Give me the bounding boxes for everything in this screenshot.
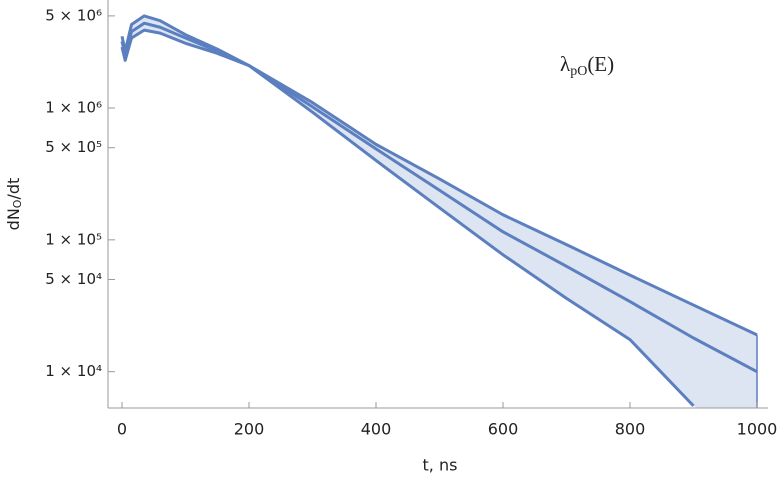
annotation-main: λ: [560, 52, 571, 76]
y-label-tail: /dt: [4, 178, 23, 200]
x-tick-label: 200: [234, 420, 265, 439]
y-label-sub: O: [11, 199, 24, 208]
y-tick-label: 1 × 10⁴: [45, 362, 102, 380]
x-tick-label: 1000: [737, 420, 778, 439]
x-tick-label: 600: [488, 420, 519, 439]
series-line: [120, 28, 758, 337]
y-tick-label: 1 × 10⁶: [45, 99, 102, 117]
y-axis-label: dNO/dt: [4, 178, 25, 231]
annotation-sub: pO: [570, 64, 587, 79]
y-tick-label: 1 × 10⁵: [45, 230, 102, 248]
series-line: [120, 21, 758, 373]
y-tick-label: 5 × 10⁵: [45, 138, 102, 156]
y-label-main: dN: [4, 208, 23, 230]
x-tick-label: 800: [615, 420, 646, 439]
plot-area: [120, 14, 758, 408]
band-fill: [122, 15, 757, 408]
y-tick-label: 5 × 10⁴: [45, 270, 102, 288]
annotation-tail: (E): [587, 52, 614, 76]
annotation: λpO(E): [560, 52, 614, 79]
x-axis-label: t, ns: [423, 456, 458, 475]
x-tick-label: 0: [117, 420, 127, 439]
x-tick-label: 400: [361, 420, 392, 439]
y-tick-label: 5 × 10⁶: [45, 6, 102, 24]
